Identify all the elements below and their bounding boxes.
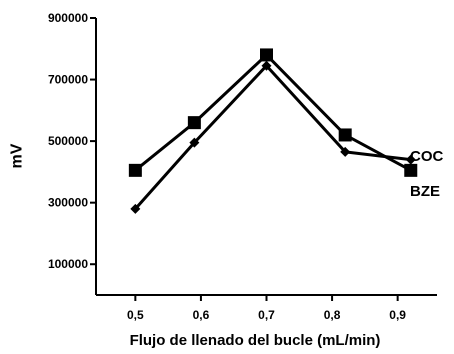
data-point-bze xyxy=(340,146,351,157)
y-tick-label: 300000 xyxy=(48,196,88,210)
y-tick-label: 100000 xyxy=(48,257,88,271)
x-tick-label: 0,6 xyxy=(193,308,210,322)
data-point-coc xyxy=(260,48,273,62)
data-point-bze xyxy=(189,137,200,148)
data-point-coc xyxy=(187,116,201,130)
y-axis: 100000 300000 500000 700000 900000 xyxy=(48,11,97,295)
data-point-bze xyxy=(261,60,272,71)
x-tick-label: 0,8 xyxy=(324,308,341,322)
x-tick-label: 0,9 xyxy=(389,308,406,322)
x-axis-title: Flujo de llenado del bucle (mL/min) xyxy=(130,332,381,349)
series-label-coc: COC xyxy=(410,148,444,165)
data-point-coc xyxy=(128,163,142,177)
data-point-bze xyxy=(405,154,416,165)
data-point-bze xyxy=(130,203,141,214)
y-axis-title: mV xyxy=(9,143,26,168)
y-tick-label: 700000 xyxy=(48,73,88,87)
data-point-coc xyxy=(338,128,352,142)
series-label-bze: BZE xyxy=(410,183,440,200)
x-axis: 0,5 0,6 0,7 0,8 0,9 xyxy=(96,294,437,322)
y-tick-label: 900000 xyxy=(48,11,88,25)
x-tick-label: 0,5 xyxy=(127,308,144,322)
data-point-coc xyxy=(404,163,418,177)
x-tick-label: 0,7 xyxy=(258,308,275,322)
y-tick-label: 500000 xyxy=(48,134,88,148)
plot-area xyxy=(128,48,418,214)
